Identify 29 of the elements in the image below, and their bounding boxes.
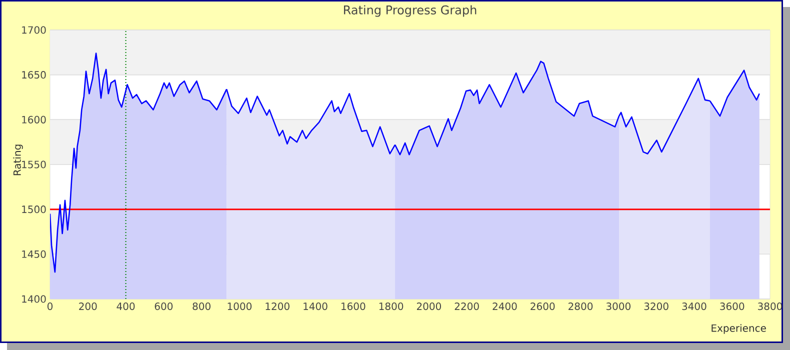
x-tick-label: 1200 xyxy=(266,302,290,310)
y-tick-label: 1450 xyxy=(22,250,46,258)
y-tick-label: 1600 xyxy=(22,116,46,124)
x-tick-label: 400 xyxy=(116,302,135,310)
x-tick-label: 1400 xyxy=(304,302,328,310)
x-tick-label: 3200 xyxy=(644,302,668,310)
x-tick-label: 2400 xyxy=(492,302,517,310)
x-tick-label: 3400 xyxy=(682,302,706,310)
x-axis-title: Experience xyxy=(712,324,766,334)
x-tick-label: 1600 xyxy=(342,302,366,310)
x-tick-label: 2600 xyxy=(530,302,555,310)
x-tick-label: 2000 xyxy=(416,302,442,310)
x-tick-label: 200 xyxy=(79,302,97,310)
x-tick-label: 600 xyxy=(154,302,173,310)
x-tick-label: 1000 xyxy=(228,302,252,310)
x-tick-label: 800 xyxy=(192,302,210,310)
x-tick-label: 0 xyxy=(47,302,53,310)
y-tick-label: 1400 xyxy=(22,295,46,303)
x-tick-label: 1800 xyxy=(379,302,404,310)
y-tick-label: 1650 xyxy=(22,71,46,79)
x-tick-label: 3000 xyxy=(606,302,630,310)
y-tick-label: 1500 xyxy=(22,206,46,214)
y-tick-label: 1550 xyxy=(22,160,46,168)
x-tick-label: 2200 xyxy=(454,302,479,310)
x-tick-label: 2800 xyxy=(568,302,593,310)
y-axis-title: Rating xyxy=(13,144,23,176)
chart-title: Rating Progress Graph xyxy=(344,5,476,17)
x-tick-label: 3600 xyxy=(720,302,744,310)
y-tick-label: 1700 xyxy=(22,26,46,34)
